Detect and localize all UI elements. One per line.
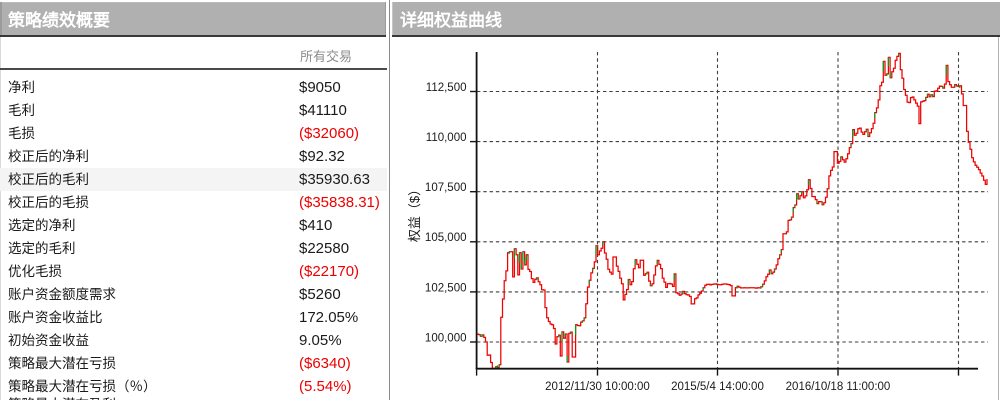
svg-text:112,500: 112,500	[426, 82, 467, 94]
svg-text:100,000: 100,000	[425, 332, 467, 344]
svg-text:107,500: 107,500	[425, 182, 467, 194]
svg-text:102,500: 102,500	[425, 282, 467, 294]
svg-text:105,000: 105,000	[425, 232, 467, 244]
svg-text:2016/10/18 11:00:00: 2016/10/18 11:00:00	[786, 381, 891, 393]
svg-text:2012/11/30 10:00:00: 2012/11/30 10:00:00	[545, 381, 650, 393]
svg-text:2015/5/4 14:00:00: 2015/5/4 14:00:00	[671, 381, 764, 393]
svg-text:110,000: 110,000	[426, 132, 467, 144]
svg-text:权益（$）: 权益（$）	[407, 183, 422, 242]
